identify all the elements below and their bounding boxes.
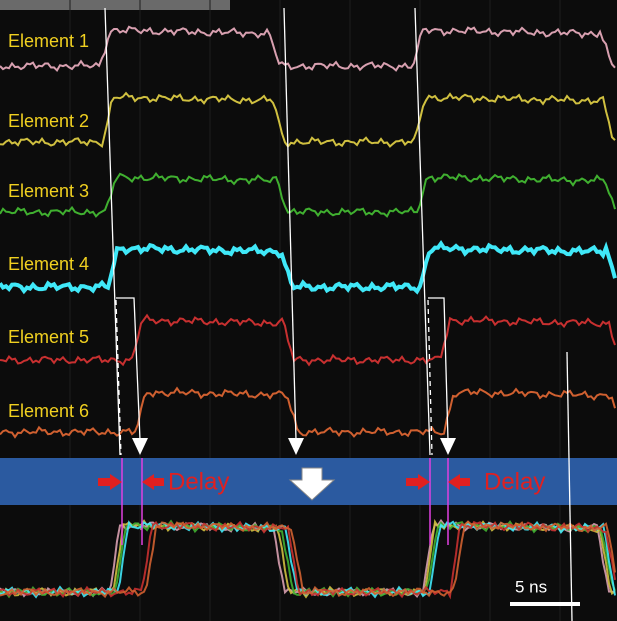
- element-label: Element 3: [8, 181, 89, 201]
- waveform: [0, 172, 616, 218]
- combined-waveform: [0, 520, 616, 599]
- waveform: [0, 91, 616, 149]
- delay-markers: [121, 458, 449, 545]
- scale-label: 5 ns: [515, 577, 547, 596]
- waveform: [0, 25, 616, 73]
- element-label: Element 2: [8, 111, 89, 131]
- waveform: [0, 313, 616, 367]
- waveform: [0, 239, 617, 295]
- delay-arrows: [98, 474, 470, 490]
- guide-lines: [104, 7, 573, 621]
- combined-waveform: [0, 520, 616, 600]
- element-label: Element 1: [8, 31, 89, 51]
- element-label: Element 6: [8, 401, 89, 421]
- down-arrow: [288, 467, 336, 501]
- waveforms: [0, 25, 617, 439]
- delay-label: Delay: [484, 468, 545, 495]
- waveform: [0, 386, 616, 439]
- scope-grid: [69, 0, 561, 621]
- element-label: Element 4: [8, 254, 89, 274]
- delay-label: Delay: [168, 468, 229, 495]
- arrow-heads: [132, 438, 456, 455]
- combined-waveforms: [0, 518, 616, 600]
- top-strip: [0, 0, 230, 10]
- element-label: Element 5: [8, 327, 89, 347]
